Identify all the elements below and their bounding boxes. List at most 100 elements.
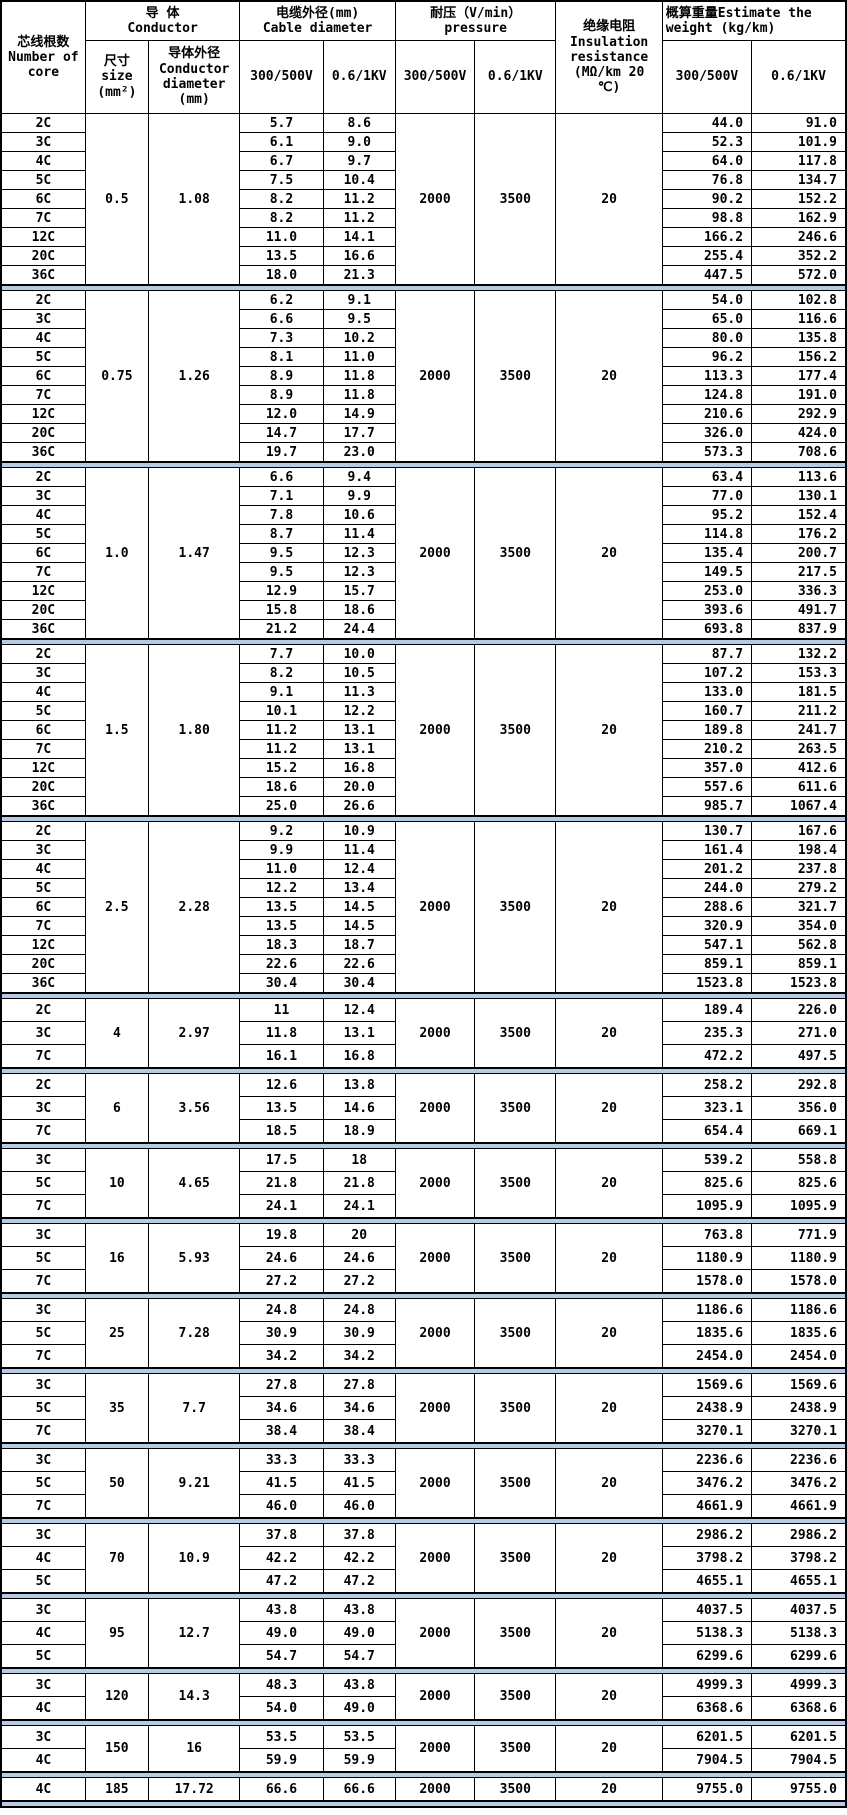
cell-weight-06-1kv: 4655.1 [751, 1569, 847, 1594]
cell-diameter-300-500v: 9.5 [239, 562, 324, 582]
cell-core-count: 5C [0, 170, 86, 190]
cell-core-count: 3C [0, 1298, 86, 1322]
cell-diameter-06-1kv: 9.7 [322, 151, 396, 171]
spec-row: 5C 10.1 12.2 160.7 211.2 [0, 701, 847, 721]
cell-diameter-300-500v: 22.6 [239, 954, 324, 974]
cell-core-count: 6C [0, 189, 86, 209]
cell-diameter-06-1kv: 18.6 [322, 600, 396, 620]
cell-diameter-300-500v: 6.2 [239, 290, 324, 310]
cell-weight-300-500v: 258.2 [661, 1073, 753, 1097]
cell-pressure-06-1kv: 3500 [474, 1298, 557, 1369]
cell-weight-06-1kv: 2236.6 [751, 1448, 847, 1472]
cell-core-count: 4C [0, 1777, 86, 1802]
cell-weight-06-1kv: 134.7 [751, 170, 847, 190]
cell-weight-300-500v: 253.0 [661, 581, 753, 601]
cell-diameter-300-500v: 21.8 [239, 1171, 324, 1195]
cell-diameter-06-1kv: 20.0 [322, 777, 396, 797]
cell-conductor-diameter: 2.28 [147, 821, 241, 994]
cell-core-count: 2C [0, 644, 86, 664]
cell-size: 95 [84, 1598, 150, 1669]
spec-row: 6C 13.5 14.5 288.6 321.7 [0, 897, 847, 917]
cell-weight-06-1kv: 669.1 [751, 1119, 847, 1144]
cell-weight-300-500v: 2454.0 [661, 1344, 753, 1369]
cell-core-count: 2C [0, 1073, 86, 1097]
cell-weight-300-500v: 825.6 [661, 1171, 753, 1195]
cell-weight-300-500v: 201.2 [661, 859, 753, 879]
cell-diameter-300-500v: 13.5 [239, 897, 324, 917]
spec-row: 3C 6.6 9.5 65.0 116.6 [0, 309, 847, 329]
cell-weight-06-1kv: 153.3 [751, 663, 847, 683]
spec-row: 12C 12.0 14.9 210.6 292.9 [0, 404, 847, 424]
cell-core-count: 3C [0, 1448, 86, 1472]
cell-core-count: 7C [0, 1119, 86, 1144]
cell-core-count: 12C [0, 935, 86, 955]
cell-diameter-06-1kv: 11.8 [322, 366, 396, 386]
cell-weight-06-1kv: 211.2 [751, 701, 847, 721]
cell-weight-300-500v: 763.8 [661, 1223, 753, 1247]
cell-weight-06-1kv: 217.5 [751, 562, 847, 582]
cell-diameter-06-1kv: 47.2 [322, 1569, 396, 1594]
cell-diameter-300-500v: 11 [239, 998, 324, 1022]
spec-row: 2C 0.5 1.08 5.7 8.6 2000 3500 20 44.0 91.0 [0, 113, 847, 286]
cell-diameter-06-1kv: 13.4 [322, 878, 396, 898]
spec-row: 4C 9.1 11.3 133.0 181.5 [0, 682, 847, 702]
header-weight: 概算重量Estimate the weight (kg/km) [661, 0, 847, 41]
cell-weight-300-500v: 557.6 [661, 777, 753, 797]
spec-row: 3C 25 7.28 24.8 24.8 2000 3500 20 1186.6 1186.6 [0, 1298, 847, 1369]
cell-weight-300-500v: 5138.3 [661, 1621, 753, 1645]
cell-weight-06-1kv: 4999.3 [751, 1673, 847, 1697]
cell-weight-06-1kv: 6201.5 [751, 1725, 847, 1749]
cell-pressure-06-1kv: 3500 [474, 290, 557, 463]
spec-row: 20C 15.8 18.6 393.6 491.7 [0, 600, 847, 620]
cell-core-count: 36C [0, 973, 86, 994]
cell-pressure-300-500v: 2000 [394, 1073, 476, 1144]
cell-diameter-300-500v: 11.8 [239, 1021, 324, 1045]
spec-row: 6C 11.2 13.1 189.8 241.7 [0, 720, 847, 740]
cell-diameter-300-500v: 27.2 [239, 1269, 324, 1294]
cell-weight-300-500v: 320.9 [661, 916, 753, 936]
cell-diameter-06-1kv: 34.6 [322, 1396, 396, 1420]
cell-pressure-06-1kv: 3500 [474, 998, 557, 1069]
cell-diameter-06-1kv: 14.5 [322, 897, 396, 917]
spec-row: 4C 49.0 49.0 5138.3 5138.3 [0, 1621, 847, 1645]
spec-row: 2C 2.5 2.28 9.2 10.9 2000 3500 20 130.7 167.6 [0, 821, 847, 994]
cell-weight-06-1kv: 7904.5 [751, 1748, 847, 1773]
cell-diameter-06-1kv: 10.6 [322, 505, 396, 525]
cell-weight-300-500v: 6201.5 [661, 1725, 753, 1749]
cell-weight-06-1kv: 6368.6 [751, 1696, 847, 1721]
cell-weight-300-500v: 393.6 [661, 600, 753, 620]
cell-core-count: 6C [0, 366, 86, 386]
spec-row: 20C 14.7 17.7 326.0 424.0 [0, 423, 847, 443]
cell-diameter-300-500v: 34.6 [239, 1396, 324, 1420]
cell-size: 4 [84, 998, 150, 1069]
cell-diameter-300-500v: 15.2 [239, 758, 324, 778]
cell-core-count: 2C [0, 467, 86, 487]
cell-weight-06-1kv: 176.2 [751, 524, 847, 544]
cell-weight-06-1kv: 424.0 [751, 423, 847, 443]
cell-weight-300-500v: 654.4 [661, 1119, 753, 1144]
cell-weight-300-500v: 210.6 [661, 404, 753, 424]
cell-diameter-06-1kv: 66.6 [322, 1777, 396, 1802]
cell-weight-300-500v: 44.0 [661, 113, 753, 133]
cell-weight-300-500v: 9755.0 [661, 1777, 753, 1802]
cell-weight-300-500v: 189.8 [661, 720, 753, 740]
cell-core-count: 5C [0, 1246, 86, 1270]
cell-diameter-300-500v: 8.9 [239, 385, 324, 405]
cell-weight-06-1kv: 1523.8 [751, 973, 847, 994]
header-weight-06-1kv: 0.6/1KV [751, 40, 847, 114]
cell-core-count: 4C [0, 151, 86, 171]
cell-core-count: 3C [0, 663, 86, 683]
cell-core-count: 20C [0, 246, 86, 266]
spec-row: 20C 22.6 22.6 859.1 859.1 [0, 954, 847, 974]
cell-core-count: 7C [0, 1044, 86, 1069]
cell-diameter-06-1kv: 11.4 [322, 840, 396, 860]
cell-pressure-06-1kv: 3500 [474, 1373, 557, 1444]
cell-insulation-resistance: 20 [555, 1673, 663, 1721]
cell-diameter-300-500v: 6.7 [239, 151, 324, 171]
cell-weight-300-500v: 65.0 [661, 309, 753, 329]
cell-weight-06-1kv: 3798.2 [751, 1546, 847, 1570]
spec-row: 36C 30.4 30.4 1523.8 1523.8 [0, 973, 847, 994]
cell-pressure-300-500v: 2000 [394, 1148, 476, 1219]
cell-diameter-300-500v: 30.9 [239, 1321, 324, 1345]
spec-row: 5C 47.2 47.2 4655.1 4655.1 [0, 1569, 847, 1594]
